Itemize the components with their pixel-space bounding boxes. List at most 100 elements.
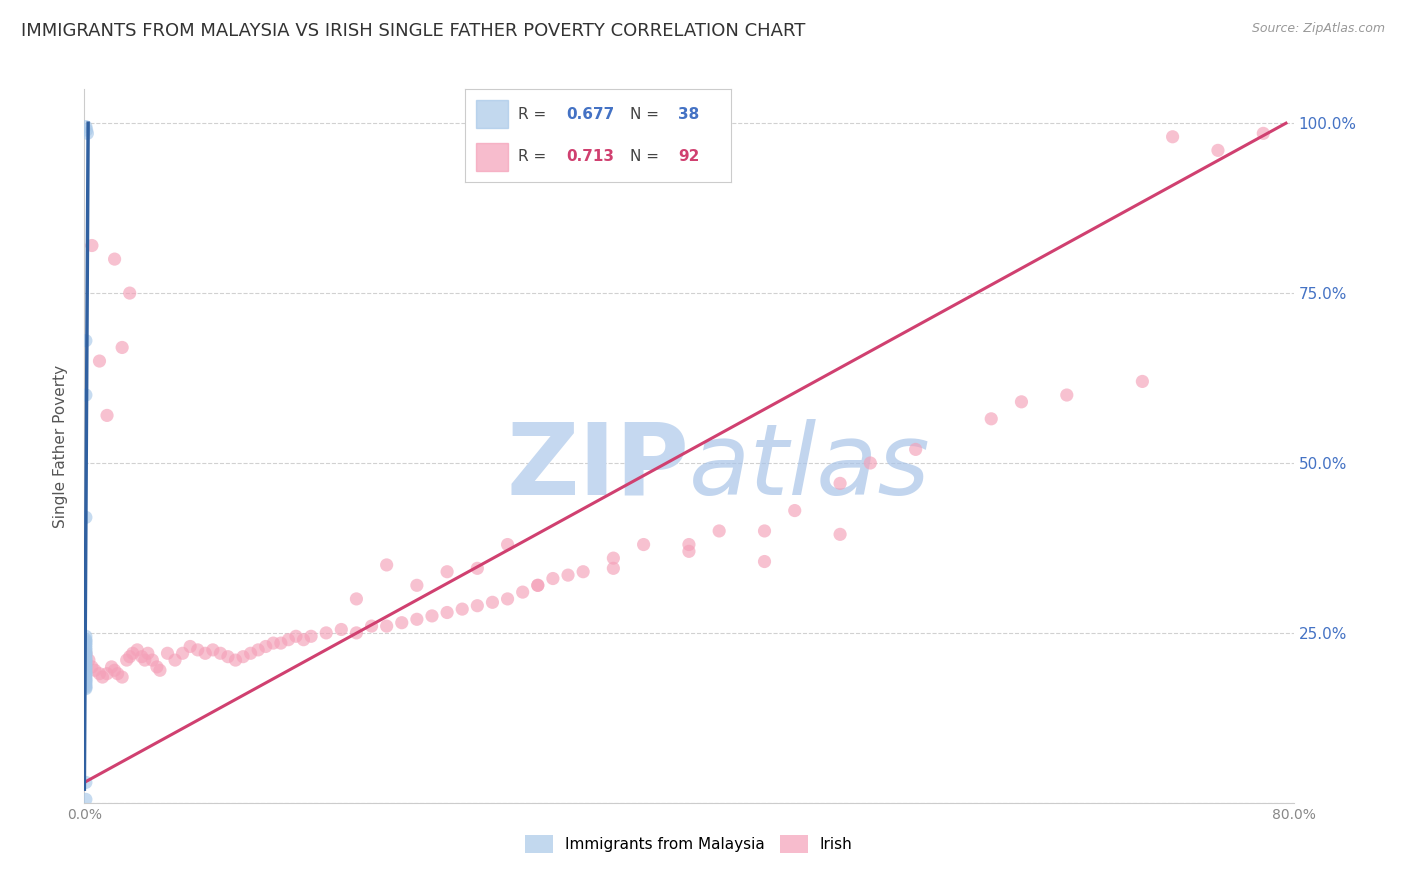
Point bbox=[165, 653, 187, 667]
Point bbox=[75, 388, 97, 402]
Point bbox=[76, 127, 98, 141]
Point bbox=[115, 653, 138, 667]
Point bbox=[330, 623, 353, 637]
Point bbox=[406, 612, 429, 626]
Point bbox=[375, 558, 398, 572]
Point bbox=[527, 578, 550, 592]
Point bbox=[512, 585, 534, 599]
Point bbox=[678, 544, 700, 558]
Point bbox=[149, 663, 172, 677]
Point bbox=[467, 561, 489, 575]
Point bbox=[754, 524, 776, 538]
Point bbox=[131, 649, 153, 664]
Point bbox=[75, 120, 97, 134]
Point bbox=[783, 503, 806, 517]
Point bbox=[75, 651, 97, 665]
Point bbox=[496, 537, 519, 551]
Point bbox=[75, 660, 97, 674]
Point bbox=[360, 619, 382, 633]
Text: atlas: atlas bbox=[689, 419, 931, 516]
Point bbox=[141, 653, 163, 667]
Point bbox=[481, 595, 503, 609]
Point bbox=[75, 653, 97, 667]
Point bbox=[602, 551, 624, 566]
Point bbox=[127, 643, 149, 657]
Point bbox=[859, 456, 882, 470]
Point bbox=[262, 636, 284, 650]
Point bbox=[75, 334, 97, 348]
Point bbox=[217, 649, 239, 664]
Point bbox=[709, 524, 731, 538]
Point bbox=[75, 645, 97, 659]
Point bbox=[830, 527, 852, 541]
Point bbox=[527, 578, 550, 592]
Point bbox=[121, 646, 143, 660]
Point bbox=[96, 666, 118, 681]
Point bbox=[292, 632, 315, 647]
Point bbox=[75, 666, 97, 681]
Point bbox=[436, 565, 458, 579]
Point bbox=[270, 636, 292, 650]
Point bbox=[285, 629, 308, 643]
Point bbox=[572, 565, 595, 579]
Point bbox=[346, 591, 368, 606]
Point bbox=[187, 643, 209, 657]
Point bbox=[678, 537, 700, 551]
Point bbox=[75, 629, 97, 643]
Point bbox=[299, 629, 322, 643]
Point bbox=[76, 123, 98, 137]
Point bbox=[375, 619, 398, 633]
Point bbox=[754, 555, 776, 569]
Point bbox=[75, 668, 97, 682]
Point bbox=[75, 646, 97, 660]
Point bbox=[232, 649, 254, 664]
Point bbox=[75, 510, 97, 524]
Point bbox=[75, 655, 97, 669]
Point bbox=[75, 673, 97, 688]
Point bbox=[277, 632, 299, 647]
Point bbox=[436, 606, 458, 620]
Point bbox=[80, 238, 103, 252]
Y-axis label: Single Father Poverty: Single Father Poverty bbox=[53, 365, 69, 527]
Point bbox=[111, 341, 134, 355]
Point bbox=[75, 680, 97, 694]
Text: IMMIGRANTS FROM MALAYSIA VS IRISH SINGLE FATHER POVERTY CORRELATION CHART: IMMIGRANTS FROM MALAYSIA VS IRISH SINGLE… bbox=[21, 22, 806, 40]
Point bbox=[111, 670, 134, 684]
Text: Source: ZipAtlas.com: Source: ZipAtlas.com bbox=[1251, 22, 1385, 36]
Point bbox=[75, 634, 97, 648]
Point bbox=[75, 681, 97, 696]
Point bbox=[602, 561, 624, 575]
Point bbox=[225, 653, 247, 667]
Point bbox=[830, 476, 852, 491]
Point bbox=[172, 646, 194, 660]
Point bbox=[118, 286, 141, 301]
Point bbox=[1206, 144, 1229, 158]
Point bbox=[75, 677, 97, 691]
Point bbox=[91, 670, 114, 684]
Point bbox=[239, 646, 262, 660]
Point bbox=[89, 354, 111, 368]
Point bbox=[104, 252, 127, 266]
Point bbox=[75, 643, 97, 657]
Point bbox=[451, 602, 474, 616]
Point bbox=[118, 649, 141, 664]
Point bbox=[134, 653, 156, 667]
Point bbox=[1056, 388, 1078, 402]
Point bbox=[75, 638, 97, 652]
Point bbox=[633, 537, 655, 551]
Point bbox=[146, 660, 169, 674]
Point bbox=[75, 672, 97, 686]
Point bbox=[75, 665, 97, 680]
Point bbox=[75, 658, 97, 673]
Point bbox=[315, 626, 337, 640]
Point bbox=[136, 646, 159, 660]
Point bbox=[201, 643, 224, 657]
Point bbox=[391, 615, 413, 630]
Point bbox=[75, 792, 97, 806]
Point bbox=[420, 608, 443, 623]
Point bbox=[75, 775, 97, 789]
Point bbox=[980, 412, 1002, 426]
Point bbox=[1161, 129, 1184, 144]
Point bbox=[80, 660, 103, 674]
Point bbox=[1011, 394, 1033, 409]
